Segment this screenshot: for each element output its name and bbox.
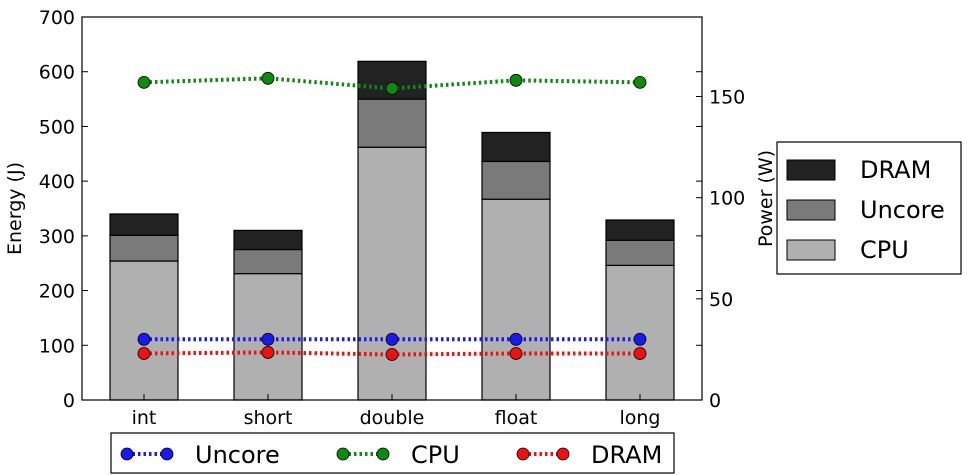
- bar-dram-short: [233, 229, 303, 251]
- lines-layer: [137, 71, 647, 361]
- point-dram-short: [261, 346, 275, 359]
- bar-uncore-double: [357, 98, 427, 148]
- point-cpu-short: [261, 71, 275, 85]
- left-tick-label: 200: [39, 281, 75, 303]
- bar-uncore-int: [109, 234, 179, 262]
- legend-bars: DRAM Uncore CPU: [776, 141, 962, 275]
- x-tick-label-double: double: [360, 407, 425, 429]
- bar-dram-int: [109, 213, 179, 236]
- left-tick-label: 0: [63, 390, 75, 412]
- legend-swatch-uncore: [786, 199, 836, 221]
- legend-lines-box: [110, 432, 675, 474]
- x-axis: int short double float long: [132, 394, 661, 429]
- point-uncore-long: [633, 332, 647, 346]
- left-y-axis: 0 100 200 300 400 500 600 700: [39, 7, 702, 412]
- bar-uncore-short: [233, 248, 303, 275]
- legend-swatch-dram: [786, 159, 836, 181]
- point-cpu-int: [137, 75, 151, 89]
- legend-marker-cpu: [376, 447, 390, 461]
- point-cpu-float: [509, 73, 523, 87]
- point-uncore-short: [261, 332, 275, 346]
- right-tick-label: 150: [709, 87, 745, 109]
- point-dram-double: [385, 348, 399, 361]
- point-cpu-double: [385, 82, 399, 95]
- bar-cpu-int: [109, 260, 179, 401]
- legend-label-cpu: CPU: [860, 236, 909, 264]
- right-tick-label: 0: [709, 390, 721, 412]
- bar-dram-long: [605, 219, 675, 241]
- legend-marker-dram: [556, 447, 570, 461]
- point-uncore-float: [509, 332, 523, 346]
- bar-cpu-float: [481, 198, 551, 401]
- legend-marker-dram: [516, 447, 530, 461]
- right-tick-label: 50: [709, 289, 733, 311]
- right-tick-label: 100: [709, 188, 745, 210]
- legend-label-dram: DRAM: [860, 156, 931, 184]
- left-tick-label: 100: [39, 335, 75, 357]
- legend-label-uncore: Uncore: [860, 196, 945, 224]
- bars-layer: [109, 60, 675, 401]
- legend-label-dram: DRAM: [591, 441, 662, 469]
- x-tick-label-long: long: [619, 407, 660, 429]
- left-tick-label: 400: [39, 171, 75, 193]
- point-dram-int: [137, 347, 151, 360]
- bar-cpu-double: [357, 146, 427, 401]
- y2-axis-label: Power (W): [755, 150, 777, 247]
- point-cpu-long: [633, 75, 647, 89]
- point-uncore-int: [137, 332, 151, 346]
- x-tick-label-int: int: [132, 407, 157, 429]
- bar-dram-float: [481, 131, 551, 163]
- point-dram-float: [509, 347, 523, 360]
- right-y-axis: 0 50 100 150: [696, 87, 745, 412]
- legend-lines: Uncore CPU DRAM: [110, 432, 675, 474]
- legend-marker-uncore: [120, 447, 134, 461]
- point-uncore-double: [385, 332, 399, 346]
- legend-swatch-cpu: [786, 239, 836, 261]
- left-tick-label: 500: [39, 116, 75, 138]
- bar-cpu-long: [605, 264, 675, 401]
- bar-uncore-long: [605, 239, 675, 267]
- legend-label-uncore: Uncore: [195, 441, 280, 469]
- left-tick-label: 700: [39, 7, 75, 29]
- y-axis-label: Energy (J): [4, 162, 26, 255]
- x-tick-label-float: float: [495, 407, 538, 429]
- left-tick-label: 600: [39, 62, 75, 84]
- legend-marker-cpu: [336, 447, 350, 461]
- point-dram-long: [633, 347, 647, 360]
- bar-uncore-float: [481, 160, 551, 200]
- x-tick-label-short: short: [244, 407, 293, 429]
- legend-label-cpu: CPU: [411, 441, 460, 469]
- legend-marker-uncore: [160, 447, 174, 461]
- left-tick-label: 300: [39, 226, 75, 248]
